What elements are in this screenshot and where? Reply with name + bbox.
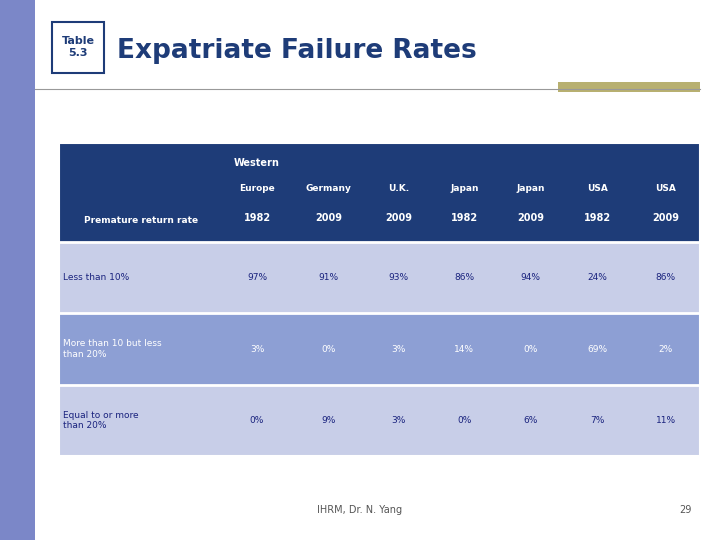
Text: More than 10 but less
than 20%: More than 10 but less than 20% — [63, 339, 162, 359]
Text: 2%: 2% — [659, 345, 673, 354]
Text: 6%: 6% — [523, 416, 538, 425]
Text: 94%: 94% — [521, 273, 540, 282]
Text: USA: USA — [655, 184, 676, 193]
Text: Table
5.3: Table 5.3 — [62, 36, 94, 58]
Text: 1982: 1982 — [584, 213, 611, 223]
Text: Expatriate Failure Rates: Expatriate Failure Rates — [117, 38, 477, 64]
Text: Japan: Japan — [516, 184, 544, 193]
Text: Europe: Europe — [239, 184, 275, 193]
Text: Equal to or more
than 20%: Equal to or more than 20% — [63, 411, 139, 430]
Text: 69%: 69% — [588, 345, 608, 354]
Text: 0%: 0% — [457, 416, 472, 425]
Text: 14%: 14% — [454, 345, 474, 354]
Text: 3%: 3% — [250, 345, 264, 354]
Text: 0%: 0% — [250, 416, 264, 425]
Text: 24%: 24% — [588, 273, 608, 282]
Text: 9%: 9% — [321, 416, 336, 425]
Text: 0%: 0% — [321, 345, 336, 354]
Text: USA: USA — [588, 184, 608, 193]
Text: 7%: 7% — [590, 416, 605, 425]
Text: 86%: 86% — [454, 273, 474, 282]
Text: 2009: 2009 — [652, 213, 680, 223]
Text: Japan: Japan — [450, 184, 479, 193]
Text: IHRM, Dr. N. Yang: IHRM, Dr. N. Yang — [318, 505, 402, 515]
Text: U.K.: U.K. — [388, 184, 409, 193]
Text: 1982: 1982 — [243, 213, 271, 223]
Text: Germany: Germany — [305, 184, 351, 193]
Text: 29: 29 — [679, 505, 691, 515]
Text: Premature return rate: Premature return rate — [84, 215, 198, 225]
Text: 2009: 2009 — [517, 213, 544, 223]
Text: 91%: 91% — [318, 273, 338, 282]
Text: 3%: 3% — [391, 416, 405, 425]
Text: 86%: 86% — [656, 273, 676, 282]
Text: 0%: 0% — [523, 345, 538, 354]
Text: 11%: 11% — [656, 416, 676, 425]
Text: 1982: 1982 — [451, 213, 478, 223]
Text: Western: Western — [234, 158, 280, 168]
Text: 2009: 2009 — [315, 213, 342, 223]
Text: 2009: 2009 — [385, 213, 412, 223]
Text: Less than 10%: Less than 10% — [63, 273, 130, 282]
Text: 97%: 97% — [247, 273, 267, 282]
Text: 93%: 93% — [388, 273, 408, 282]
Text: 3%: 3% — [391, 345, 405, 354]
